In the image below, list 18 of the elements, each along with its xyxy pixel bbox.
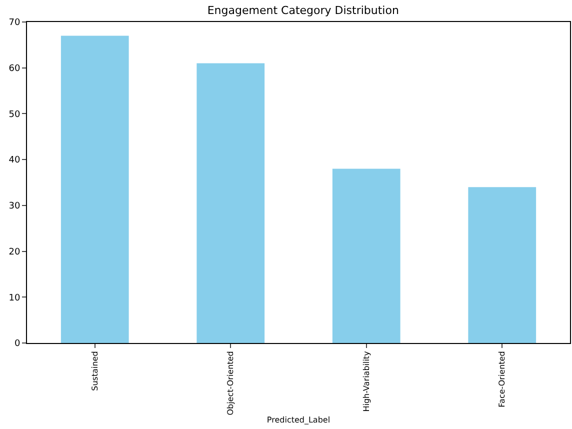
y-tick-label: 20 xyxy=(8,247,20,258)
x-axis-title: Predicted_Label xyxy=(266,415,330,424)
x-tick-label: High-Variability xyxy=(362,350,371,412)
bar xyxy=(468,187,536,343)
chart-title: Engagement Category Distribution xyxy=(207,4,399,18)
bar xyxy=(332,168,400,343)
y-tick-label: 30 xyxy=(8,202,20,212)
bar xyxy=(60,36,129,343)
y-tick-label: 10 xyxy=(8,293,20,304)
y-tick-label: 60 xyxy=(8,64,20,74)
x-tick-label: Sustained xyxy=(90,351,100,391)
y-tick-label: 50 xyxy=(8,110,20,120)
y-tick-label: 70 xyxy=(8,18,20,28)
y-tick-label: 0 xyxy=(14,339,20,350)
x-tick-label: Face-Oriented xyxy=(498,351,507,408)
x-tick-label: Object-Oriented xyxy=(226,351,236,416)
y-tick-label: 40 xyxy=(8,156,20,166)
bar xyxy=(196,63,265,343)
